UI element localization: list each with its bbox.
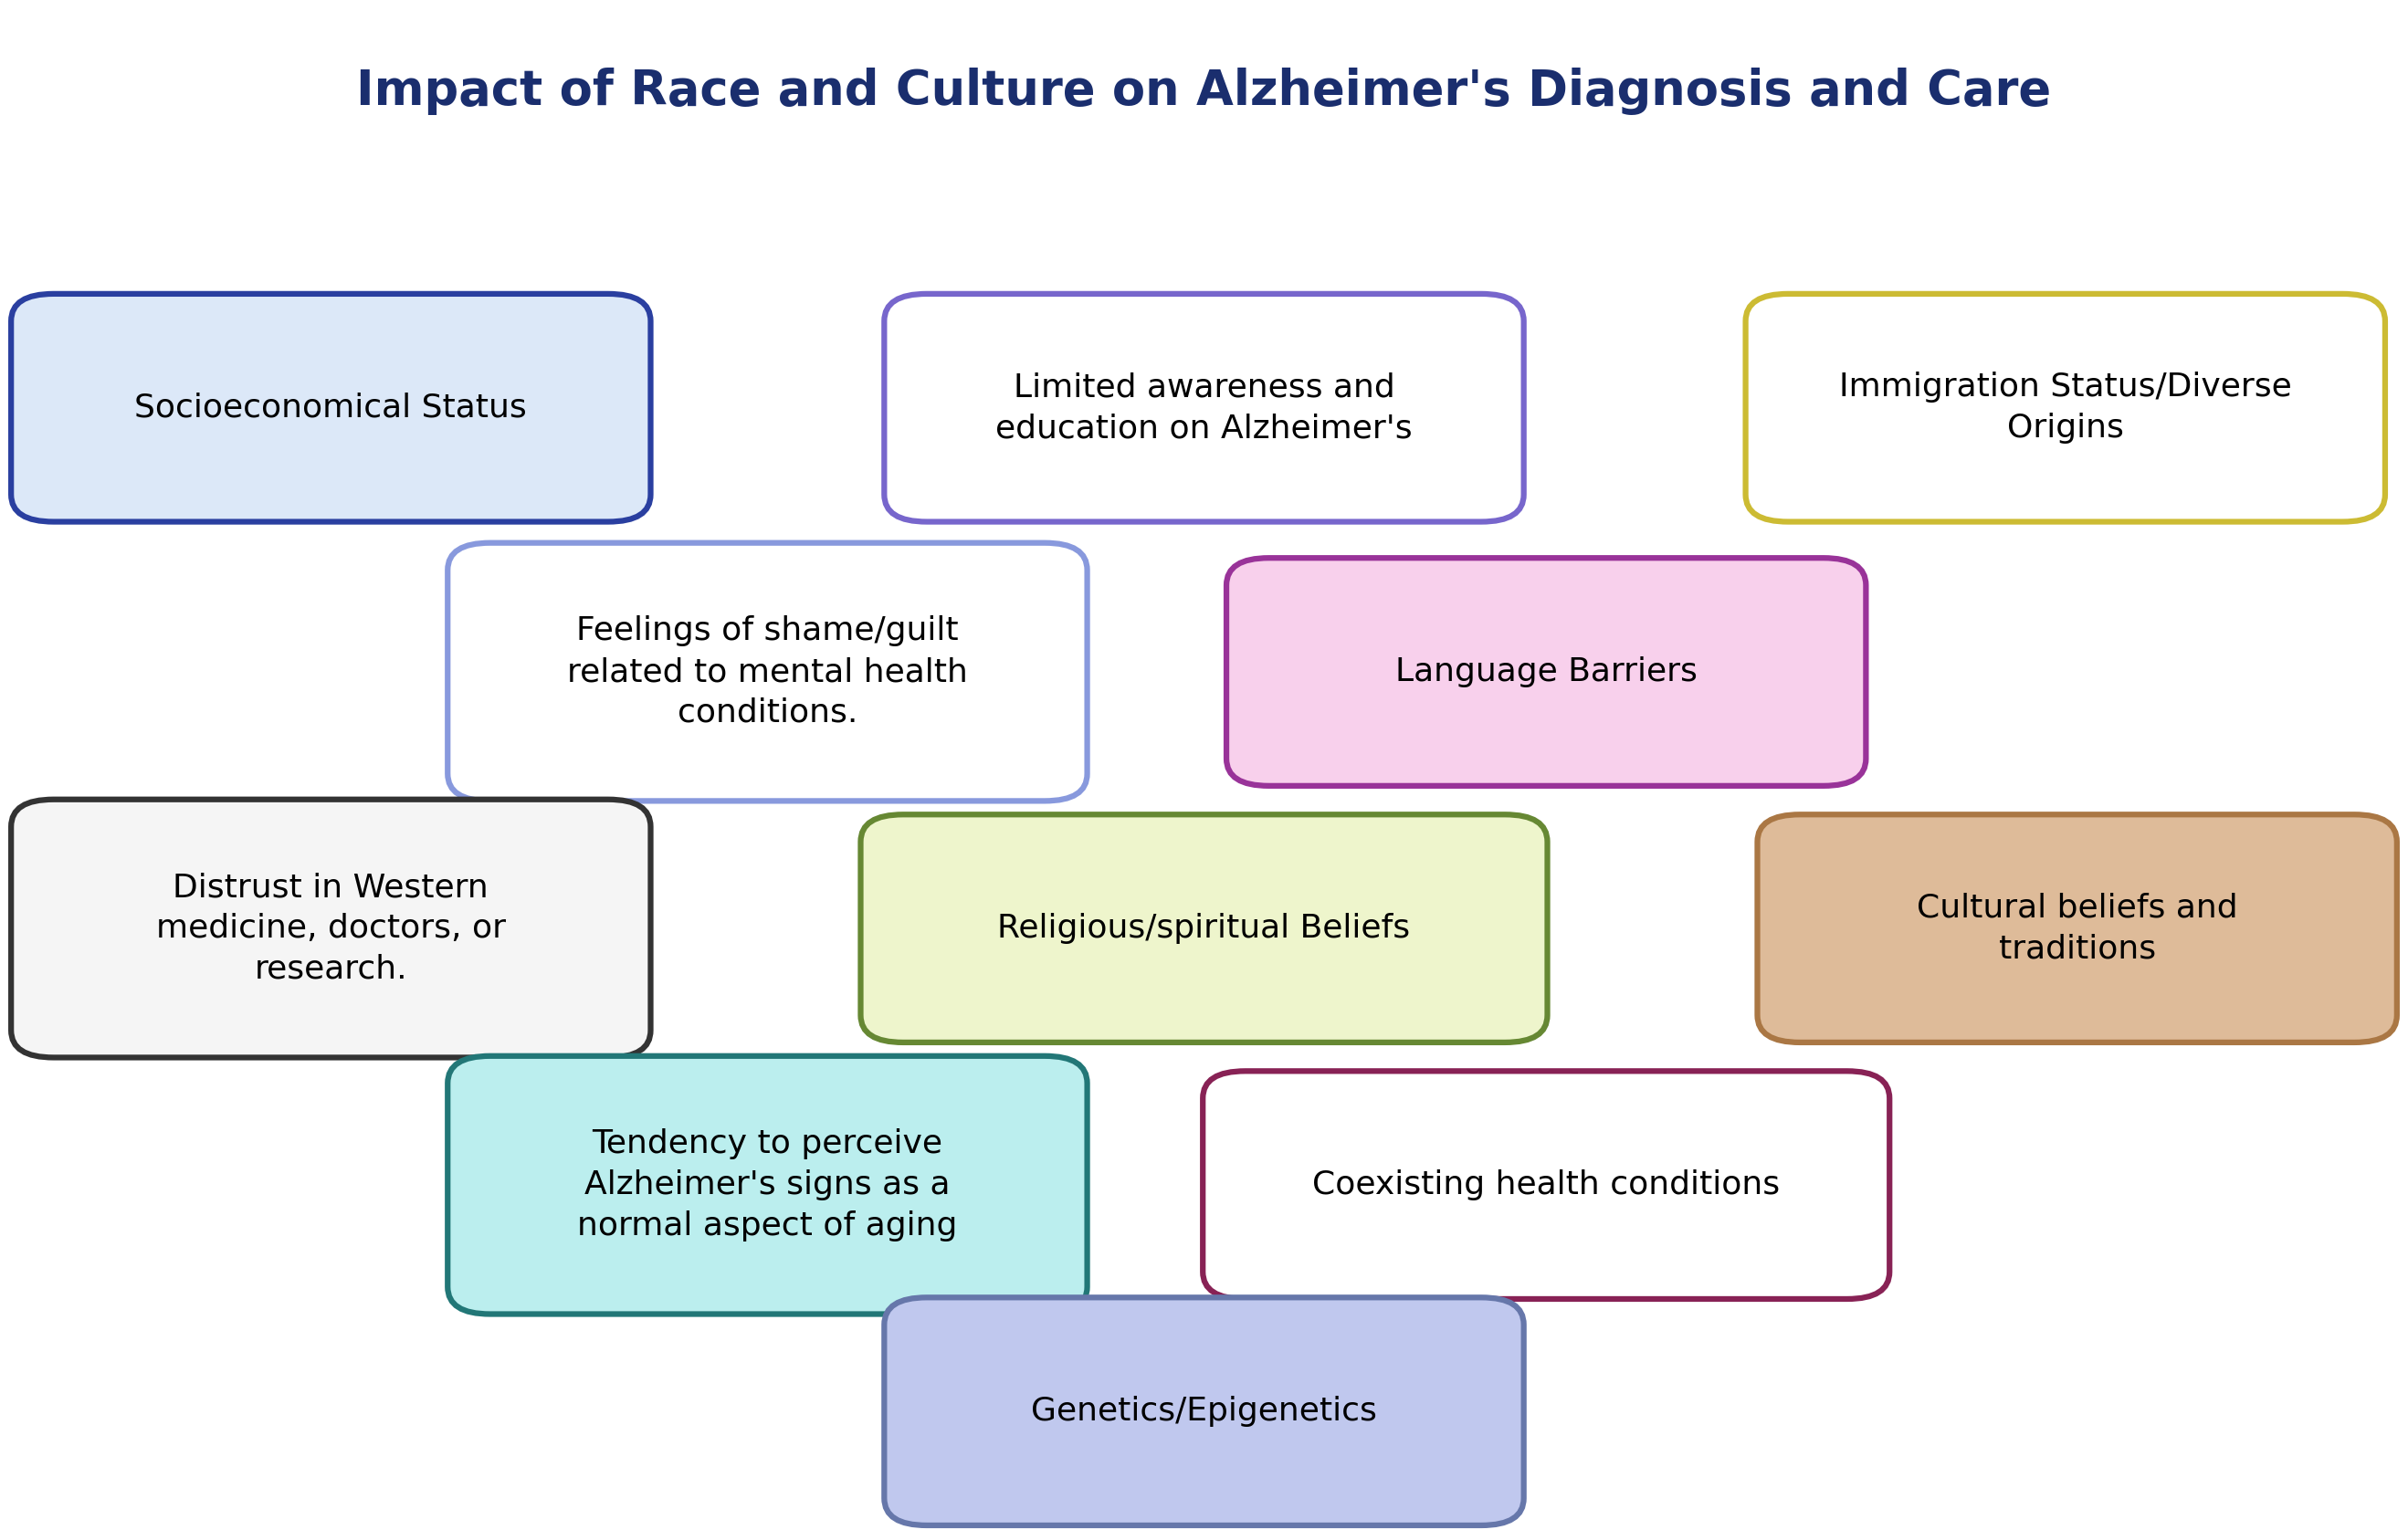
FancyBboxPatch shape (1226, 557, 1866, 785)
Text: Socioeconomical Status: Socioeconomical Status (135, 393, 527, 424)
FancyBboxPatch shape (884, 1298, 1524, 1525)
FancyBboxPatch shape (1204, 1072, 1890, 1298)
Text: Limited awareness and
education on Alzheimer's: Limited awareness and education on Alzhe… (995, 371, 1413, 444)
Text: Coexisting health conditions: Coexisting health conditions (1312, 1169, 1780, 1201)
Text: Genetics/Epigenetics: Genetics/Epigenetics (1031, 1395, 1377, 1428)
Text: Religious/spiritual Beliefs: Religious/spiritual Beliefs (997, 913, 1411, 944)
Text: Tendency to perceive
Alzheimer's signs as a
normal aspect of aging: Tendency to perceive Alzheimer's signs a… (578, 1129, 958, 1241)
FancyBboxPatch shape (448, 544, 1086, 801)
FancyBboxPatch shape (860, 815, 1548, 1043)
Text: Cultural beliefs and
traditions: Cultural beliefs and traditions (1917, 893, 2237, 964)
Text: Distrust in Western
medicine, doctors, or
research.: Distrust in Western medicine, doctors, o… (157, 872, 506, 986)
FancyBboxPatch shape (1746, 294, 2384, 522)
Text: Impact of Race and Culture on Alzheimer's Diagnosis and Care: Impact of Race and Culture on Alzheimer'… (356, 68, 2052, 114)
FancyBboxPatch shape (448, 1056, 1086, 1314)
FancyBboxPatch shape (1758, 815, 2396, 1043)
FancyBboxPatch shape (12, 294, 650, 522)
FancyBboxPatch shape (884, 294, 1524, 522)
FancyBboxPatch shape (12, 799, 650, 1058)
Text: Feelings of shame/guilt
related to mental health
conditions.: Feelings of shame/guilt related to menta… (566, 616, 968, 728)
Text: Immigration Status/Diverse
Origins: Immigration Status/Diverse Origins (1840, 371, 2292, 444)
Text: Language Barriers: Language Barriers (1394, 656, 1698, 687)
